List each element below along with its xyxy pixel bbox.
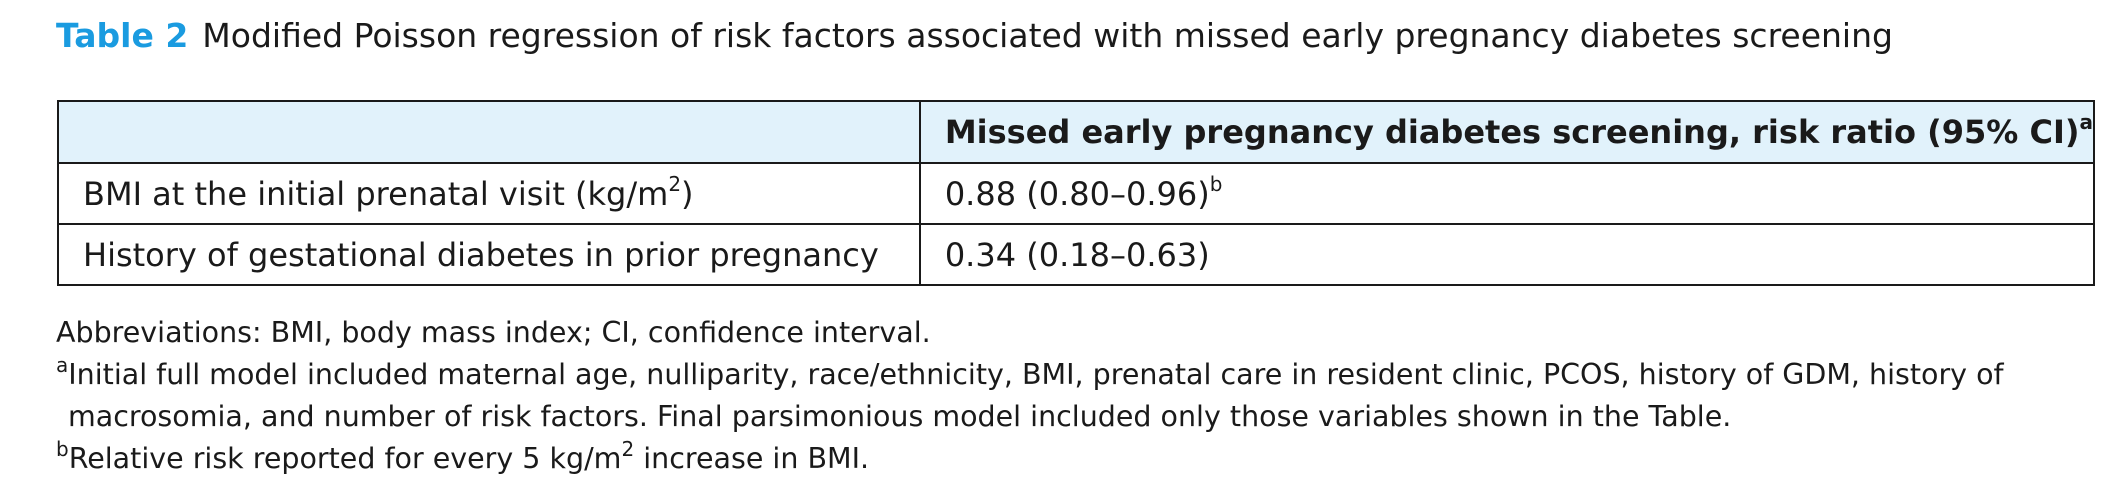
abbreviations-note: Abbreviations: BMI, body mass index; CI,…	[56, 316, 931, 349]
header-risk-ratio-cell: Missed early pregnancy diabetes screenin…	[918, 100, 2096, 164]
factor-cell: History of gestational diabetes in prior…	[57, 223, 921, 286]
table-title: Modified Poisson regression of risk fact…	[202, 16, 1893, 55]
factor-label: BMI at the initial prenatal visit (kg/m	[83, 174, 669, 213]
header-factor-cell	[57, 100, 921, 164]
footnote-b-symbol: b	[56, 436, 69, 461]
footnote-b-text-suffix: increase in BMI.	[634, 442, 870, 475]
superscript: 2	[621, 436, 635, 461]
footnote-a-text-line2: macrosomia, and number of risk factors. …	[68, 400, 1732, 433]
footnote-a-symbol: a	[56, 352, 69, 377]
footnote-b: bRelative risk reported for every 5 kg/m…	[56, 438, 2004, 480]
footnote-a-marker: a	[2079, 110, 2094, 135]
footnote-b-text: Relative risk reported for every 5 kg/m	[68, 442, 622, 475]
table-row: BMI at the initial prenatal visit (kg/m2…	[57, 162, 2096, 225]
footnote-a: aInitial full model included maternal ag…	[56, 354, 2004, 396]
superscript: 2	[668, 171, 682, 196]
footnote-b-marker: b	[1209, 171, 1223, 196]
table-caption: Table 2 Modified Poisson regression of ri…	[56, 14, 1893, 58]
table-row: History of gestational diabetes in prior…	[57, 223, 2096, 286]
risk-ratio-value: 0.88 (0.80–0.96)	[944, 174, 1210, 213]
footnote-a-text-line1: Initial full model included maternal age…	[68, 358, 2004, 391]
factor-label-suffix: )	[681, 174, 694, 213]
factor-label: History of gestational diabetes in prior…	[83, 235, 879, 274]
table-label: Table 2	[56, 16, 189, 55]
factor-cell: BMI at the initial prenatal visit (kg/m2…	[57, 162, 921, 225]
risk-ratio-cell: 0.34 (0.18–0.63)	[918, 223, 2096, 286]
risk-ratio-value: 0.34 (0.18–0.63)	[944, 235, 1210, 274]
header-risk-ratio-label: Missed early pregnancy diabetes screenin…	[944, 113, 2080, 151]
regression-table: Missed early pregnancy diabetes screenin…	[57, 100, 2096, 286]
table-header-row: Missed early pregnancy diabetes screenin…	[57, 100, 2096, 164]
table-footnotes: Abbreviations: BMI, body mass index; CI,…	[56, 312, 2004, 480]
risk-ratio-cell: 0.88 (0.80–0.96)b	[918, 162, 2096, 225]
